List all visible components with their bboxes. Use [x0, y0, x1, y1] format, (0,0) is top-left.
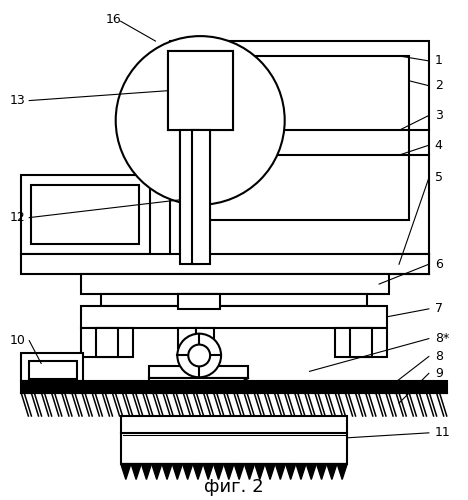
Text: 1: 1 [435, 54, 443, 68]
Polygon shape [224, 464, 234, 479]
Circle shape [177, 334, 221, 378]
Polygon shape [394, 254, 429, 274]
Bar [21, 354, 83, 382]
Polygon shape [306, 464, 316, 479]
Text: 9: 9 [435, 367, 443, 380]
Bar [180, 130, 198, 264]
Polygon shape [162, 464, 172, 479]
Bar [29, 362, 77, 380]
Text: 4: 4 [435, 138, 443, 151]
Bar [178, 294, 220, 309]
Text: 6: 6 [435, 258, 443, 270]
Polygon shape [172, 464, 183, 479]
Polygon shape [203, 464, 213, 479]
Text: 8*: 8* [435, 332, 449, 345]
Bar [168, 51, 233, 130]
Bar [195, 56, 409, 220]
Polygon shape [234, 464, 244, 479]
Text: 11: 11 [435, 426, 451, 440]
Text: 10: 10 [9, 334, 25, 347]
Polygon shape [183, 464, 193, 479]
Bar [170, 41, 429, 260]
Bar [21, 382, 447, 393]
Polygon shape [316, 464, 327, 479]
Bar [121, 416, 347, 464]
Circle shape [188, 344, 210, 366]
Polygon shape [152, 464, 162, 479]
Polygon shape [275, 464, 285, 479]
Polygon shape [148, 378, 248, 388]
Polygon shape [131, 464, 141, 479]
Bar [81, 306, 387, 328]
Bar [196, 328, 214, 347]
Polygon shape [244, 464, 255, 479]
Polygon shape [213, 464, 224, 479]
Text: 16: 16 [106, 12, 122, 26]
Bar [180, 130, 198, 264]
Bar [96, 328, 117, 358]
Polygon shape [121, 464, 131, 479]
Polygon shape [327, 464, 337, 479]
Bar [168, 51, 233, 130]
Polygon shape [265, 464, 275, 479]
Polygon shape [255, 464, 265, 479]
Text: фиг. 2: фиг. 2 [204, 478, 264, 496]
Bar [192, 130, 210, 264]
Bar [336, 328, 387, 358]
Circle shape [116, 36, 285, 204]
Polygon shape [141, 464, 152, 479]
Polygon shape [296, 464, 306, 479]
Bar [148, 366, 248, 378]
Polygon shape [285, 464, 296, 479]
Text: 2: 2 [435, 79, 443, 92]
Polygon shape [193, 464, 203, 479]
Text: 5: 5 [435, 172, 443, 184]
Bar [21, 254, 429, 274]
Text: 12: 12 [9, 211, 25, 224]
Bar [81, 328, 132, 358]
Text: 8: 8 [435, 350, 443, 363]
Text: 7: 7 [435, 302, 443, 316]
Bar [192, 130, 210, 264]
Bar [178, 328, 196, 347]
Bar [31, 185, 139, 244]
Text: 13: 13 [9, 94, 25, 107]
Bar [21, 175, 151, 254]
Bar [351, 328, 372, 358]
Text: 3: 3 [435, 109, 443, 122]
Bar [81, 274, 389, 294]
Polygon shape [337, 464, 347, 479]
Bar [101, 294, 367, 306]
